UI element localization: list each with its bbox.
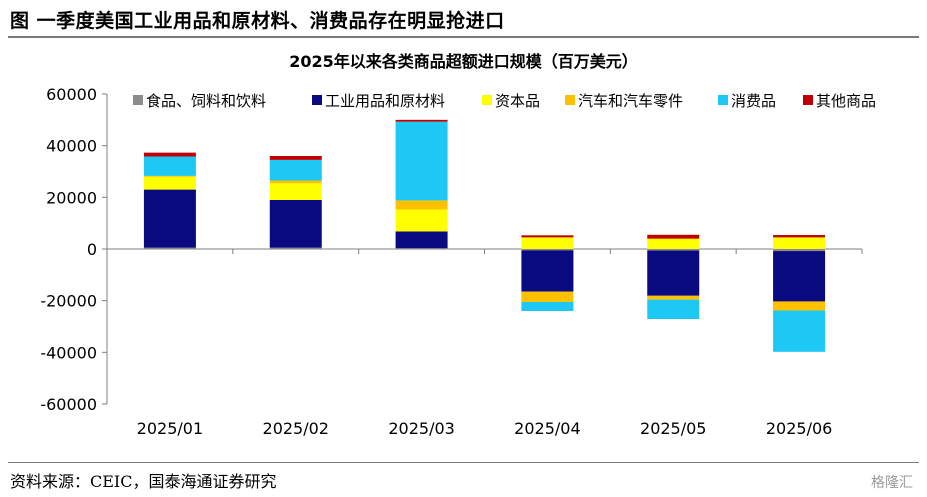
x-tick-label: 2025/06 [766, 419, 832, 438]
legend-swatch [482, 95, 492, 105]
legend-label: 工业用品和原材料 [325, 92, 445, 110]
legend-swatch [718, 95, 728, 105]
bar-segment [647, 299, 700, 320]
bar-segment [395, 119, 448, 122]
legend-swatch [565, 95, 575, 105]
bar-segment [395, 121, 448, 201]
bar-segment [773, 251, 826, 302]
chart-title: 2025年以来各类商品超额进口规模（百万美元） [289, 52, 638, 71]
bar-segment [269, 183, 322, 200]
legend-label: 其他商品 [816, 92, 876, 110]
bar-segment [269, 159, 322, 181]
bar-segment [143, 175, 196, 177]
bar-segment [395, 209, 448, 232]
bar-segment [773, 235, 826, 238]
bar-segment [773, 310, 826, 352]
bottom-divider [8, 462, 919, 463]
source-note: 资料来源：CEIC，国泰海通证券研究 [10, 472, 277, 491]
bar-segment [395, 248, 448, 249]
bar-segment [647, 238, 700, 249]
bar-segment [269, 180, 322, 184]
bar-segment [269, 199, 322, 248]
y-tick-label: -40000 [40, 343, 97, 362]
legend: 食品、饲料和饮料 工业用品和原材料 资本品 汽车和汽车零件 消费品 其他商品 [133, 92, 876, 110]
bar-segment [395, 231, 448, 249]
watermark: 格隆汇 [871, 475, 913, 491]
x-tick-label: 2025/05 [640, 419, 706, 438]
y-tick-label: 40000 [46, 137, 97, 156]
x-tick-label: 2025/01 [137, 419, 203, 438]
y-tick-label: 20000 [46, 188, 97, 207]
x-tick-label: 2025/03 [388, 419, 454, 438]
bar-segment [521, 250, 574, 292]
bar-segment [521, 237, 574, 249]
bar-segment [773, 237, 826, 249]
bar-segment [521, 291, 574, 302]
x-tick-label: 2025/04 [514, 419, 580, 438]
legend-swatch [312, 95, 322, 105]
bar-segment [647, 250, 700, 296]
legend-label: 汽车和汽车零件 [578, 92, 683, 110]
bar-segment [143, 152, 196, 157]
bar-segment [143, 189, 196, 248]
bar-segment [647, 234, 700, 239]
bar-segment [269, 156, 322, 160]
x-tick-label: 2025/02 [263, 419, 329, 438]
top-divider [8, 36, 919, 38]
legend-label: 食品、饲料和饮料 [146, 92, 266, 110]
bar-segment [521, 249, 574, 251]
bar-segment [269, 247, 322, 249]
bar-segment [773, 301, 826, 311]
bar-segment [395, 200, 448, 210]
bar-segment [143, 247, 196, 249]
bar-segment [143, 176, 196, 190]
bar-segment [647, 249, 700, 251]
figure-title: 图 一季度美国工业用品和原材料、消费品存在明显抢进口 [10, 10, 505, 32]
y-tick-label: 60000 [46, 85, 97, 104]
y-tick-label: 0 [87, 240, 97, 259]
y-tick-label: -20000 [40, 292, 97, 311]
legend-label: 资本品 [495, 92, 540, 110]
bars [143, 119, 826, 352]
legend-label: 消费品 [731, 92, 776, 110]
legend-swatch [803, 95, 813, 105]
legend-swatch [133, 95, 143, 105]
bar-segment [143, 156, 196, 176]
bar-segment [647, 295, 700, 300]
y-tick-label: -60000 [40, 395, 97, 414]
x-axis: 2025/01 2025/02 2025/03 2025/04 2025/05 2025/… [106, 248, 863, 438]
bar-segment [521, 301, 574, 311]
y-axis: 60000 40000 20000 0 -20000 -40000 -60000 [40, 85, 108, 414]
bar-segment [773, 249, 826, 252]
bar-segment [521, 235, 574, 238]
